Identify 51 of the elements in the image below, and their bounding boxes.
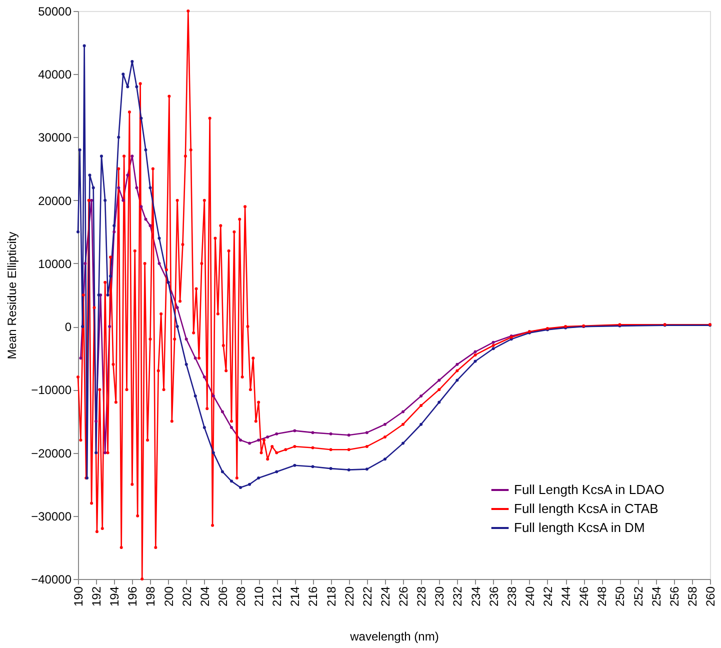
x-tick-label: 228: [414, 586, 429, 607]
y-tick-label: −10000: [31, 383, 72, 398]
x-tick-label: 194: [108, 586, 122, 607]
x-tick-label: 252: [631, 586, 646, 607]
legend-label: Full Length KcsA in LDAO: [514, 482, 664, 497]
x-tick-label: 258: [685, 586, 700, 607]
y-tick-label: −30000: [31, 509, 72, 524]
x-tick-label: 224: [378, 586, 392, 607]
y-axis-title: Mean Residue Ellipticity: [5, 232, 20, 360]
y-tick-label: 30000: [38, 130, 72, 145]
x-tick-label: 260: [704, 586, 718, 607]
x-tick-label: 200: [162, 586, 176, 607]
x-tick-label: 216: [306, 586, 320, 607]
x-tick-label: 226: [396, 586, 411, 607]
y-tick-label: 40000: [38, 68, 72, 82]
y-tick-label: −40000: [31, 572, 72, 586]
x-tick-label: 232: [450, 586, 465, 607]
x-axis-title: wavelength (nm): [349, 630, 439, 644]
x-tick-label: 236: [486, 586, 501, 607]
x-tick-label: 208: [234, 586, 248, 607]
x-tick-label: 254: [649, 586, 664, 607]
x-tick-label: 196: [126, 586, 140, 607]
x-tick-label: 234: [468, 586, 483, 607]
x-tick-label: 250: [613, 586, 628, 607]
x-tick-label: 242: [540, 586, 555, 607]
x-tick-label: 248: [595, 586, 610, 607]
x-tick-label: 240: [522, 586, 537, 607]
x-tick-label: 256: [667, 586, 682, 607]
x-tick-label: 212: [270, 586, 284, 607]
legend-label: Full length KcsA in CTAB: [514, 501, 658, 516]
x-tick-label: 220: [342, 586, 356, 607]
x-tick-label: 246: [577, 586, 592, 607]
x-tick-label: 210: [252, 586, 266, 607]
x-tick-label: 222: [360, 586, 374, 607]
x-tick-label: 192: [90, 586, 104, 607]
y-tick-label: 20000: [38, 194, 72, 208]
y-tick-label: 10000: [38, 256, 72, 271]
x-tick-label: 218: [324, 586, 338, 607]
y-tick-label: 0: [64, 320, 72, 334]
x-tick-label: 204: [198, 586, 212, 607]
x-tick-label: 230: [432, 586, 447, 607]
x-tick-label: 198: [144, 586, 158, 607]
y-tick-label: 50000: [38, 4, 72, 18]
x-tick-label: 202: [180, 586, 194, 607]
y-tick-label: −20000: [31, 446, 72, 460]
x-tick-label: 238: [504, 586, 519, 607]
x-tick-label: 244: [559, 586, 574, 607]
legend-label: Full length KcsA in DM: [514, 520, 645, 535]
x-tick-label: 214: [288, 586, 302, 607]
x-tick-label: 206: [216, 586, 230, 607]
x-tick-label: 190: [72, 586, 86, 607]
